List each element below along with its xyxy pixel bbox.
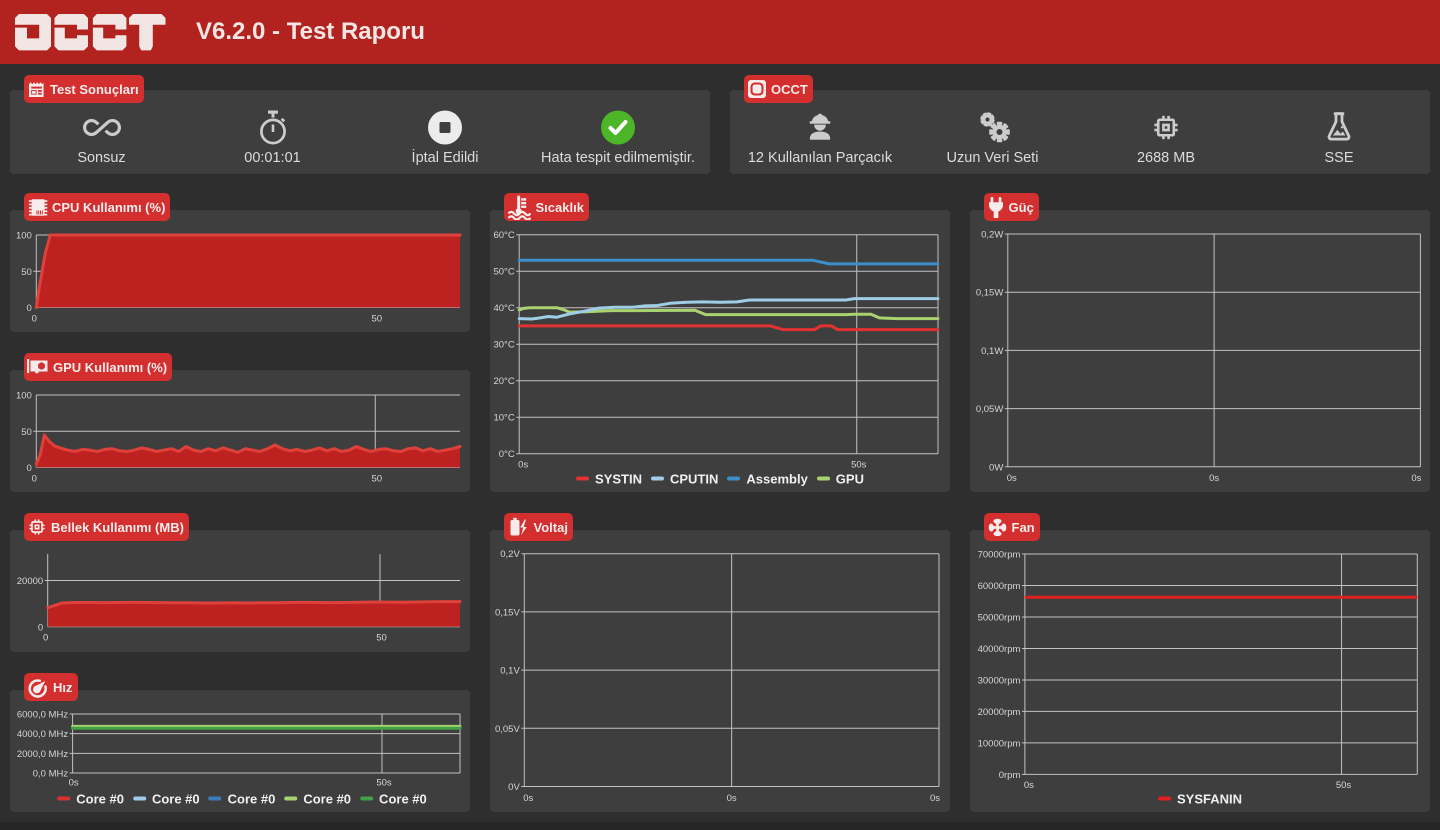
svg-text:0,15W: 0,15W — [976, 288, 1003, 299]
svg-text:50: 50 — [371, 473, 382, 484]
svg-text:20°C: 20°C — [493, 376, 514, 387]
svg-text:0: 0 — [38, 622, 43, 633]
svg-text:0,2W: 0,2W — [981, 230, 1003, 241]
svg-text:0s: 0s — [523, 793, 533, 804]
svg-text:30°C: 30°C — [493, 340, 514, 351]
svg-text:0: 0 — [27, 303, 32, 314]
svg-text:50: 50 — [21, 267, 32, 278]
svg-text:0,05V: 0,05V — [495, 724, 520, 735]
svg-text:40°C: 40°C — [493, 303, 514, 314]
svg-text:40000rpm: 40000rpm — [978, 644, 1021, 655]
svg-text:0,05W: 0,05W — [976, 404, 1003, 415]
svg-text:20000rpm: 20000rpm — [978, 707, 1021, 718]
svg-text:0s: 0s — [1007, 473, 1017, 484]
svg-text:0,2V: 0,2V — [500, 549, 520, 560]
svg-text:50s: 50s — [376, 778, 392, 789]
svg-text:10000rpm: 10000rpm — [978, 738, 1021, 749]
svg-text:100: 100 — [16, 231, 32, 242]
svg-text:0s: 0s — [930, 793, 940, 804]
svg-text:30000rpm: 30000rpm — [978, 675, 1021, 686]
svg-text:0,1V: 0,1V — [500, 666, 520, 677]
svg-text:2000,0 MHz: 2000,0 MHz — [17, 749, 68, 760]
svg-text:0s: 0s — [1209, 473, 1219, 484]
svg-text:0: 0 — [43, 633, 48, 644]
svg-text:50°C: 50°C — [493, 267, 514, 278]
svg-text:0°C: 0°C — [499, 449, 515, 460]
svg-text:0rpm: 0rpm — [999, 770, 1021, 781]
svg-text:0,1W: 0,1W — [981, 346, 1003, 357]
svg-text:10°C: 10°C — [493, 413, 514, 424]
svg-text:70000rpm: 70000rpm — [978, 550, 1021, 561]
svg-text:50: 50 — [371, 313, 382, 324]
svg-text:0s: 0s — [1411, 473, 1421, 484]
svg-text:100: 100 — [16, 391, 32, 402]
svg-text:0s: 0s — [69, 778, 79, 789]
svg-text:20000: 20000 — [17, 576, 43, 587]
svg-text:0,15V: 0,15V — [495, 607, 520, 618]
svg-text:0: 0 — [32, 473, 37, 484]
svg-text:0: 0 — [32, 313, 37, 324]
svg-text:0: 0 — [27, 463, 32, 474]
svg-text:50s: 50s — [1336, 780, 1352, 791]
svg-text:50000rpm: 50000rpm — [978, 612, 1021, 623]
svg-text:60000rpm: 60000rpm — [978, 581, 1021, 592]
svg-text:0s: 0s — [518, 460, 528, 471]
svg-text:50s: 50s — [851, 460, 867, 471]
svg-text:0W: 0W — [989, 462, 1003, 473]
svg-text:6000,0 MHz: 6000,0 MHz — [17, 710, 68, 721]
svg-text:0s: 0s — [1024, 780, 1034, 791]
svg-text:4000,0 MHz: 4000,0 MHz — [17, 729, 68, 740]
svg-text:50: 50 — [376, 633, 387, 644]
svg-text:0s: 0s — [727, 793, 737, 804]
svg-text:60°C: 60°C — [493, 230, 514, 241]
svg-text:0,0 MHz: 0,0 MHz — [33, 769, 69, 780]
svg-text:50: 50 — [21, 427, 32, 438]
svg-text:0V: 0V — [508, 782, 520, 793]
